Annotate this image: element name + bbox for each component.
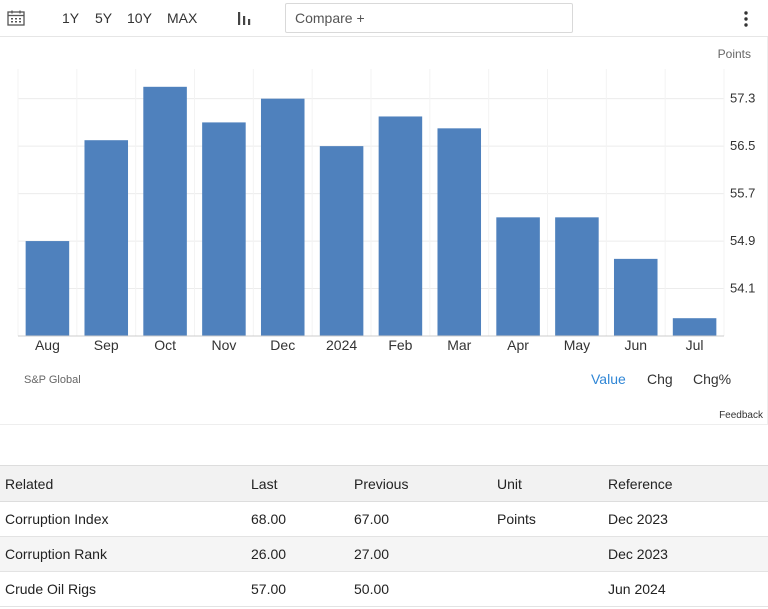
bar	[202, 122, 246, 337]
previous-cell: 27.00	[349, 536, 492, 572]
x-tick-label: Apr	[507, 337, 529, 353]
unit-label: Points	[717, 47, 751, 61]
header-related: Related	[0, 465, 246, 502]
range-max-button[interactable]: MAX	[167, 10, 198, 26]
unit-cell: Points	[492, 501, 603, 537]
bar	[496, 217, 540, 336]
reference-cell: Jun 2024	[603, 571, 768, 607]
y-tick-label: 57.3	[730, 91, 755, 106]
unit-cell	[492, 536, 603, 572]
bar	[672, 318, 717, 336]
table-header-row: Related Last Previous Unit Reference	[0, 465, 768, 502]
x-tick-label: Dec	[270, 337, 295, 353]
tab-value[interactable]: Value	[591, 371, 626, 387]
table-row: Crude Oil Rigs 57.00 50.00 Jun 2024	[0, 571, 768, 607]
header-unit: Unit	[492, 465, 603, 502]
x-tick-label: May	[564, 337, 590, 353]
y-tick-label: 56.5	[730, 138, 755, 153]
related-link[interactable]: Crude Oil Rigs	[5, 581, 97, 597]
chart-toolbar: 1Y 5Y 10Y MAX	[0, 0, 768, 37]
bar	[25, 241, 70, 336]
x-tick-label: Nov	[211, 337, 236, 353]
bar-chart: 54.1 54.9 55.7 56.5 57.3 Aug Sep Oct Nov Dec 2024 F…	[17, 69, 755, 353]
table-row: Corruption Rank 26.00 27.00 Dec 2023	[0, 536, 768, 572]
related-name-cell[interactable]: Corruption Rank	[0, 536, 246, 572]
x-tick-label: Sep	[94, 337, 119, 353]
bar	[437, 128, 482, 336]
table-row: Corruption Index 68.00 67.00 Points Dec …	[0, 501, 768, 537]
bar	[260, 98, 305, 336]
tab-chg-percent[interactable]: Chg%	[693, 371, 732, 387]
range-1y-button[interactable]: 1Y	[62, 10, 80, 26]
x-tick-label: Aug	[35, 337, 60, 353]
header-last: Last	[246, 465, 349, 502]
related-link[interactable]: Corruption Index	[5, 511, 109, 527]
bar-chart-icon[interactable]	[237, 10, 253, 26]
related-name-cell[interactable]: Corruption Index	[0, 501, 246, 537]
header-reference: Reference	[603, 465, 768, 502]
reference-cell: Dec 2023	[603, 501, 768, 537]
bar	[613, 258, 658, 336]
x-tick-label: Mar	[447, 337, 471, 353]
tab-chg[interactable]: Chg	[647, 371, 673, 387]
x-tick-label: Jul	[686, 337, 704, 353]
x-tick-label: Jun	[624, 337, 647, 353]
y-tick-label: 55.7	[730, 186, 755, 201]
bar	[84, 140, 129, 336]
more-vertical-icon[interactable]	[740, 10, 752, 28]
last-cell: 26.00	[246, 536, 349, 572]
related-table: Related Last Previous Unit Reference Cor…	[0, 465, 768, 607]
x-tick-label: Feb	[388, 337, 412, 353]
y-tick-label: 54.9	[730, 233, 755, 248]
related-link[interactable]: Corruption Rank	[5, 546, 107, 562]
unit-cell	[492, 571, 603, 607]
range-10y-button[interactable]: 10Y	[127, 10, 152, 26]
bar	[378, 116, 423, 336]
last-cell: 57.00	[246, 571, 349, 607]
source-label: S&P Global	[24, 374, 81, 386]
x-tick-label: 2024	[326, 337, 357, 353]
chart-area: Points 54.1 54.9 55.7 56.5 57.3 Aug Sep Oct Nov D…	[0, 37, 768, 425]
bar	[319, 146, 364, 336]
feedback-link[interactable]: Feedback	[719, 410, 763, 421]
reference-cell: Dec 2023	[603, 536, 768, 572]
compare-input[interactable]	[285, 3, 573, 33]
related-name-cell[interactable]: Crude Oil Rigs	[0, 571, 246, 607]
y-tick-label: 54.1	[730, 281, 755, 296]
last-cell: 68.00	[246, 501, 349, 537]
range-5y-button[interactable]: 5Y	[95, 10, 113, 26]
calendar-icon[interactable]	[7, 10, 25, 26]
bar	[143, 86, 187, 336]
x-tick-label: Oct	[154, 337, 176, 353]
previous-cell: 50.00	[349, 571, 492, 607]
header-previous: Previous	[349, 465, 492, 502]
bar	[555, 217, 599, 336]
previous-cell: 67.00	[349, 501, 492, 537]
